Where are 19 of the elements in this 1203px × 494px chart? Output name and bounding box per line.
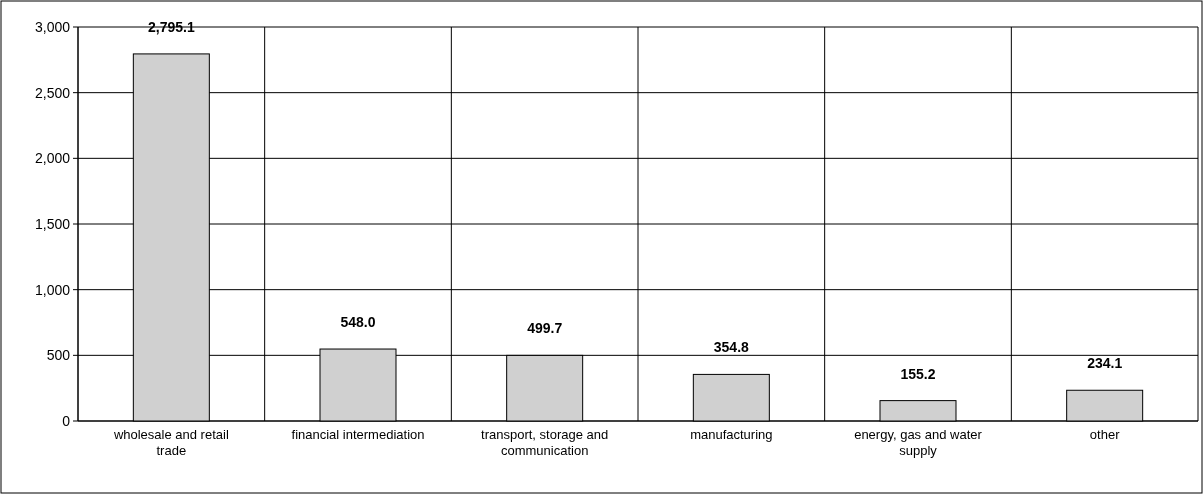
x-tick-label: wholesale and retail trade	[112, 427, 229, 458]
data-label: 2,795.1	[147, 18, 195, 35]
x-tick-label: manufacturing	[690, 427, 773, 442]
y-tick-label: 1,000	[34, 281, 71, 298]
x-tick-label: other	[1089, 427, 1121, 442]
y-tick-label: 3,000	[34, 18, 71, 35]
y-tick-label: 1,500	[34, 215, 71, 232]
y-tick-label: 2,000	[34, 150, 71, 167]
y-tick-label: 500	[46, 347, 71, 364]
x-tick-label: financial intermediation	[291, 427, 425, 442]
data-label: 354.8	[713, 339, 750, 356]
y-tick-label: 0	[62, 412, 71, 429]
data-label: 499.7	[527, 320, 563, 337]
x-tick-label: energy, gas and water supply	[854, 427, 983, 458]
x-tick-label: transport, storage and communication	[481, 427, 609, 458]
data-label: 548.0	[340, 314, 376, 331]
y-tick-label: 2,500	[34, 84, 71, 101]
data-label: 234.1	[1087, 355, 1123, 372]
data-label: 155.2	[900, 365, 936, 382]
